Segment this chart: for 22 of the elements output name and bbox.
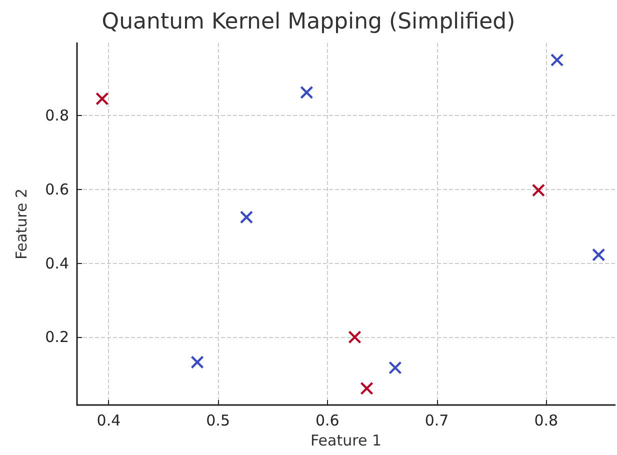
point xyxy=(592,248,606,262)
y-tick-label: 0.6 xyxy=(45,180,69,198)
y-tick-label: 0.4 xyxy=(45,254,69,272)
point xyxy=(96,92,109,106)
point xyxy=(300,86,314,100)
y-tick-label: 0.2 xyxy=(45,328,69,346)
x-tick-label: 0.8 xyxy=(534,412,558,430)
chart-title: Quantum Kernel Mapping (Simplified) xyxy=(102,10,516,34)
x-tick-label: 0.7 xyxy=(424,412,449,430)
point xyxy=(360,382,374,395)
point xyxy=(388,361,402,374)
y-tick-label: 0.8 xyxy=(45,106,69,125)
point xyxy=(190,356,204,369)
x-tick-label: 0.4 xyxy=(96,412,121,430)
point xyxy=(550,53,564,67)
point xyxy=(532,184,546,197)
y-axis-title: Feature 2 xyxy=(12,188,30,260)
x-axis-title: Feature 1 xyxy=(310,432,382,450)
point xyxy=(348,330,362,344)
point xyxy=(240,210,254,224)
x-tick-label: 0.6 xyxy=(315,412,340,430)
x-tick-label: 0.5 xyxy=(206,412,230,430)
